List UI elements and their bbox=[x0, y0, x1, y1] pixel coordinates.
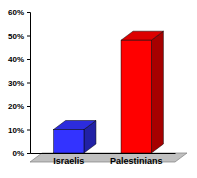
tick-label: 60% bbox=[8, 8, 24, 17]
tick-mark bbox=[27, 59, 30, 60]
tick-label: 10% bbox=[8, 126, 24, 135]
bars bbox=[54, 31, 164, 153]
y-tick: 40% bbox=[8, 55, 30, 64]
bar bbox=[54, 130, 84, 154]
tick-label: 50% bbox=[8, 32, 24, 41]
category-label: Palestinians bbox=[110, 156, 163, 166]
y-tick: 30% bbox=[8, 79, 30, 88]
bar-3d bbox=[121, 31, 163, 153]
tick-mark bbox=[27, 36, 30, 37]
chart: 0% 10% 20% 30% 40% 50% 60% Israelis Palestinians bbox=[0, 0, 197, 178]
y-tick: 20% bbox=[8, 102, 30, 111]
tick-mark bbox=[27, 83, 30, 84]
tick-label: 40% bbox=[8, 55, 24, 64]
y-axis-line bbox=[27, 13, 31, 154]
tick-label: 0% bbox=[12, 149, 24, 158]
y-tick: 10% bbox=[8, 126, 30, 135]
x-axis: Israelis Palestinians bbox=[31, 154, 176, 167]
x-tick: Israelis bbox=[53, 156, 84, 166]
bar-3d bbox=[54, 121, 96, 154]
bar bbox=[121, 40, 151, 153]
x-tick: Palestinians bbox=[110, 156, 163, 166]
category-label: Israelis bbox=[53, 156, 84, 166]
bar-top bbox=[54, 121, 96, 130]
x-axis-line bbox=[31, 153, 176, 154]
tick-mark bbox=[27, 106, 30, 107]
y-axis: 0% 10% 20% 30% 40% 50% 60% bbox=[8, 8, 31, 158]
tick-label: 20% bbox=[8, 102, 24, 111]
tick-mark bbox=[27, 12, 30, 13]
bar-top bbox=[121, 31, 163, 40]
tick-mark bbox=[27, 153, 30, 154]
tick-mark bbox=[27, 130, 30, 131]
tick-label: 30% bbox=[8, 79, 24, 88]
bar-side bbox=[151, 31, 163, 153]
y-tick: 50% bbox=[8, 32, 30, 41]
y-tick: 0% bbox=[12, 149, 30, 158]
y-tick: 60% bbox=[8, 8, 30, 17]
